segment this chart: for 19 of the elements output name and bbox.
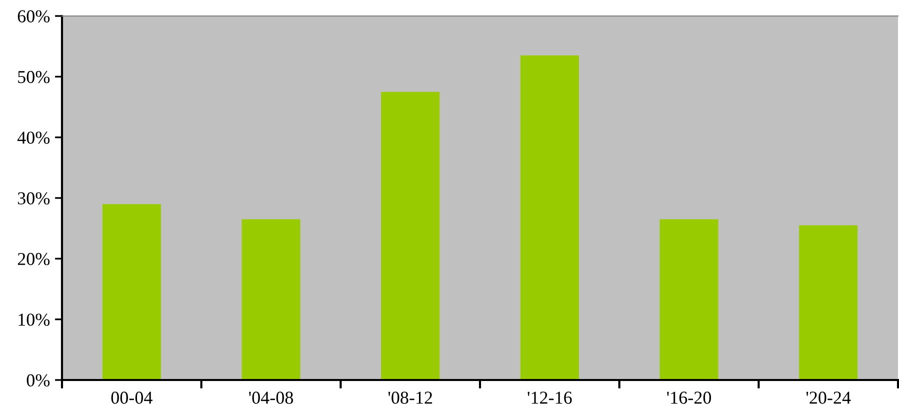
x-tick-label: '20-24 [806,392,851,404]
y-tick-label: 20% [18,252,50,266]
x-tick-label: '16-20 [667,392,711,404]
bar [660,219,718,380]
bar [799,225,858,380]
y-tick-label: 0% [26,374,50,386]
x-tick-label: 00-04 [111,392,152,404]
bar [381,92,440,380]
bar [520,55,579,380]
bar [242,219,300,380]
x-tick-label: '08-12 [388,392,432,404]
x-tick-label: '04-08 [249,392,293,404]
y-tick-label: 40% [17,132,50,144]
x-tick-label: '12-16 [528,392,572,404]
y-tick-label: 60% [18,10,50,22]
y-tick-label: 10% [18,314,50,326]
y-tick-label: 30% [18,192,50,204]
y-tick-label: 50% [18,70,50,84]
bar [102,204,161,380]
